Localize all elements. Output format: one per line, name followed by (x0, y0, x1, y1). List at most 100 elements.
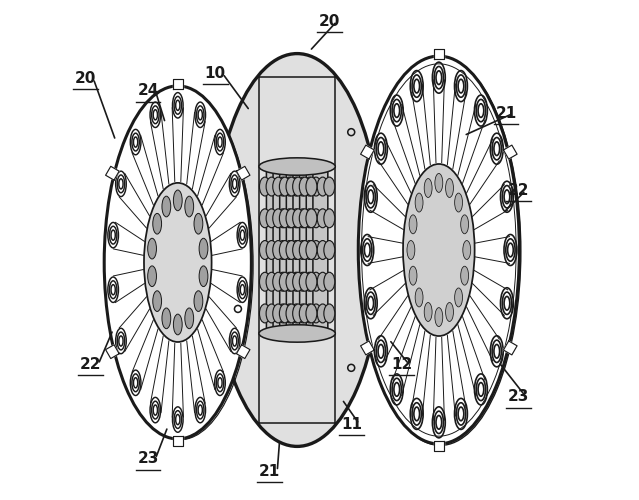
Ellipse shape (324, 272, 335, 291)
Ellipse shape (153, 291, 162, 312)
Ellipse shape (144, 183, 212, 342)
Ellipse shape (279, 304, 290, 323)
Ellipse shape (266, 272, 277, 291)
Ellipse shape (279, 272, 290, 291)
Text: 12: 12 (391, 357, 412, 372)
Ellipse shape (358, 56, 520, 444)
Ellipse shape (293, 177, 304, 196)
Ellipse shape (291, 304, 302, 323)
Ellipse shape (284, 240, 295, 260)
Ellipse shape (311, 209, 321, 228)
Ellipse shape (311, 272, 321, 291)
Ellipse shape (297, 209, 308, 228)
Ellipse shape (277, 304, 288, 323)
Ellipse shape (277, 240, 288, 260)
Ellipse shape (277, 209, 288, 228)
Ellipse shape (299, 209, 311, 228)
Ellipse shape (306, 304, 317, 323)
Ellipse shape (266, 177, 277, 196)
FancyBboxPatch shape (293, 165, 308, 335)
FancyBboxPatch shape (286, 165, 301, 335)
Ellipse shape (293, 304, 304, 323)
Ellipse shape (324, 209, 335, 228)
Ellipse shape (259, 272, 270, 291)
Ellipse shape (461, 215, 468, 234)
Ellipse shape (293, 240, 304, 260)
Ellipse shape (291, 209, 302, 228)
Text: 21: 21 (259, 464, 281, 479)
Ellipse shape (259, 304, 270, 323)
Ellipse shape (104, 86, 251, 439)
Ellipse shape (266, 209, 277, 228)
Ellipse shape (403, 164, 475, 336)
Ellipse shape (304, 240, 315, 260)
Ellipse shape (360, 58, 521, 446)
Text: 20: 20 (75, 71, 96, 86)
Polygon shape (504, 341, 517, 355)
Ellipse shape (259, 177, 270, 196)
Polygon shape (173, 79, 183, 89)
FancyBboxPatch shape (280, 165, 295, 335)
Ellipse shape (299, 272, 311, 291)
Text: 23: 23 (137, 452, 158, 466)
Ellipse shape (306, 240, 317, 260)
FancyBboxPatch shape (300, 165, 314, 335)
Ellipse shape (185, 308, 194, 328)
Polygon shape (173, 436, 183, 446)
Ellipse shape (424, 302, 432, 322)
Ellipse shape (306, 209, 317, 228)
Ellipse shape (199, 238, 208, 259)
Ellipse shape (304, 209, 315, 228)
Ellipse shape (284, 209, 295, 228)
Ellipse shape (317, 209, 328, 228)
Text: 21: 21 (495, 106, 516, 121)
Ellipse shape (435, 308, 443, 326)
Ellipse shape (266, 304, 277, 323)
Ellipse shape (286, 272, 297, 291)
Ellipse shape (299, 304, 311, 323)
Ellipse shape (284, 304, 295, 323)
Ellipse shape (273, 209, 284, 228)
Ellipse shape (162, 308, 171, 328)
Ellipse shape (273, 304, 284, 323)
Text: 10: 10 (204, 66, 226, 81)
FancyBboxPatch shape (273, 165, 288, 335)
Ellipse shape (311, 177, 321, 196)
Polygon shape (236, 166, 250, 180)
Ellipse shape (279, 177, 290, 196)
Ellipse shape (435, 174, 443, 193)
Ellipse shape (445, 302, 454, 322)
Ellipse shape (293, 272, 304, 291)
Ellipse shape (259, 158, 335, 175)
Ellipse shape (306, 177, 317, 196)
Text: 22: 22 (80, 357, 102, 372)
Polygon shape (105, 345, 119, 358)
Ellipse shape (199, 266, 208, 286)
Ellipse shape (277, 272, 288, 291)
Text: 22: 22 (507, 183, 529, 198)
Ellipse shape (213, 54, 381, 446)
Ellipse shape (284, 272, 295, 291)
Ellipse shape (415, 193, 423, 212)
Ellipse shape (409, 215, 417, 234)
Ellipse shape (286, 209, 297, 228)
Ellipse shape (279, 240, 290, 260)
Ellipse shape (185, 196, 194, 217)
Ellipse shape (293, 209, 304, 228)
Text: 20: 20 (319, 14, 340, 29)
Ellipse shape (407, 240, 415, 260)
Ellipse shape (299, 240, 311, 260)
Ellipse shape (317, 177, 328, 196)
Text: 11: 11 (341, 416, 362, 432)
Ellipse shape (148, 238, 157, 259)
FancyBboxPatch shape (266, 165, 281, 335)
Ellipse shape (277, 177, 288, 196)
Polygon shape (434, 441, 444, 450)
Ellipse shape (317, 304, 328, 323)
Polygon shape (105, 166, 119, 180)
Ellipse shape (286, 177, 297, 196)
Ellipse shape (454, 193, 463, 212)
Ellipse shape (311, 304, 321, 323)
Polygon shape (360, 341, 374, 355)
Ellipse shape (454, 288, 463, 307)
